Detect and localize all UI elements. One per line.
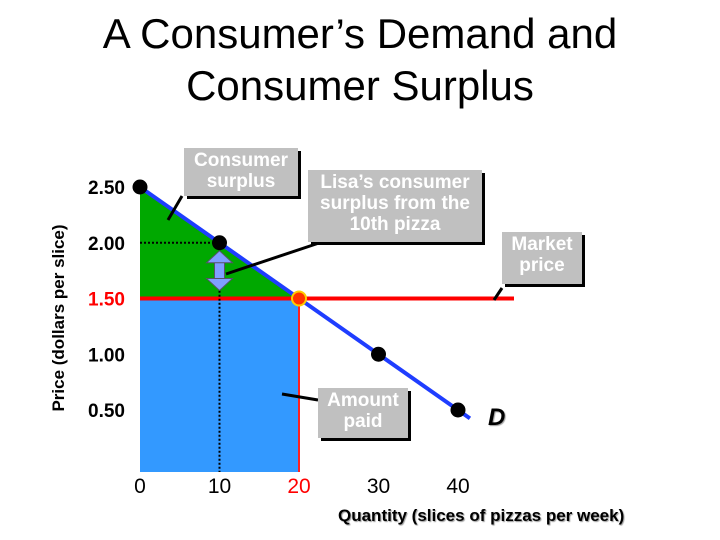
y-axis-label: Price (dollars per slice) xyxy=(49,224,68,412)
x-tick-label: 20 xyxy=(287,475,310,498)
demand-label: D xyxy=(488,404,506,431)
demand-point xyxy=(212,235,227,251)
y-tick-label: 1.00 xyxy=(88,345,125,366)
surplus-arrow xyxy=(205,250,234,292)
demand-point xyxy=(291,290,307,307)
title-line-1: A Consumer’s Demand and xyxy=(102,10,618,57)
amount-paid-area xyxy=(140,298,299,472)
x-axis-label: Quantity (slices of pizzas per week) xyxy=(338,506,625,525)
demand-point xyxy=(132,179,148,195)
lisa-surplus-callout: Lisa’s consumer surplus from the 10th pi… xyxy=(308,170,482,242)
demand-point xyxy=(450,402,466,418)
x-tick-label: 10 xyxy=(208,475,231,498)
y-tick-label: 2.50 xyxy=(88,178,125,199)
title-line-2: Consumer Surplus xyxy=(186,62,534,109)
callout-pointer xyxy=(281,392,319,402)
y-tick-label: 2.00 xyxy=(88,234,125,255)
chart-title: A Consumer’s Demand and Consumer Surplus xyxy=(0,8,720,112)
consumer-surplus-callout: Consumer surplus xyxy=(184,148,298,196)
callout-pointer xyxy=(225,240,323,276)
callout-pointer xyxy=(492,287,504,301)
amount-paid-callout: Amount paid xyxy=(318,388,408,438)
x-tick-label: 0 xyxy=(134,475,146,498)
y-tick-label: 1.50 xyxy=(88,290,125,311)
market-price-callout: Market price xyxy=(502,232,582,284)
callout-pointer xyxy=(166,195,184,221)
y-tick-label: 0.50 xyxy=(88,401,125,422)
demand-point xyxy=(371,346,386,362)
x-tick-label: 40 xyxy=(446,475,469,498)
x-tick-label: 30 xyxy=(367,475,390,498)
